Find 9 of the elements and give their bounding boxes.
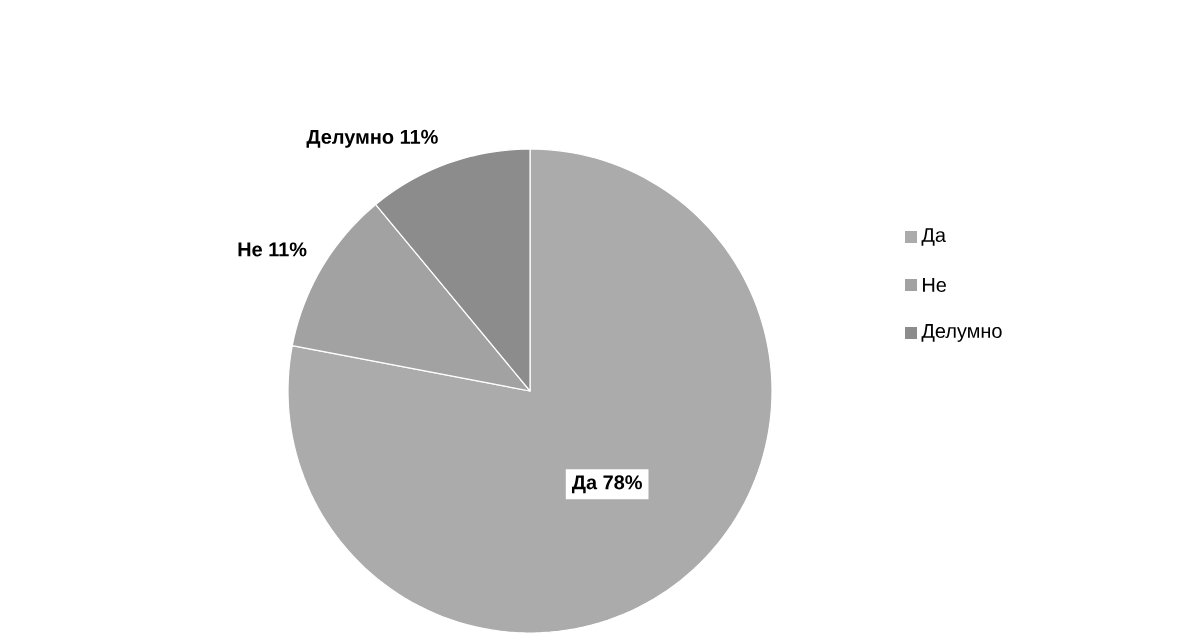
slice-label: Делумно bbox=[306, 130, 394, 148]
legend-label: Не bbox=[923, 278, 946, 293]
legend-label: Делумно bbox=[921, 324, 1002, 343]
data-label: 78% bbox=[603, 475, 642, 490]
data-label: 11% bbox=[400, 129, 438, 145]
slice-label: Не bbox=[238, 242, 262, 257]
data-label: 11% bbox=[269, 242, 307, 257]
slice-label: Да bbox=[571, 475, 598, 494]
legend-label: Да bbox=[921, 228, 946, 247]
